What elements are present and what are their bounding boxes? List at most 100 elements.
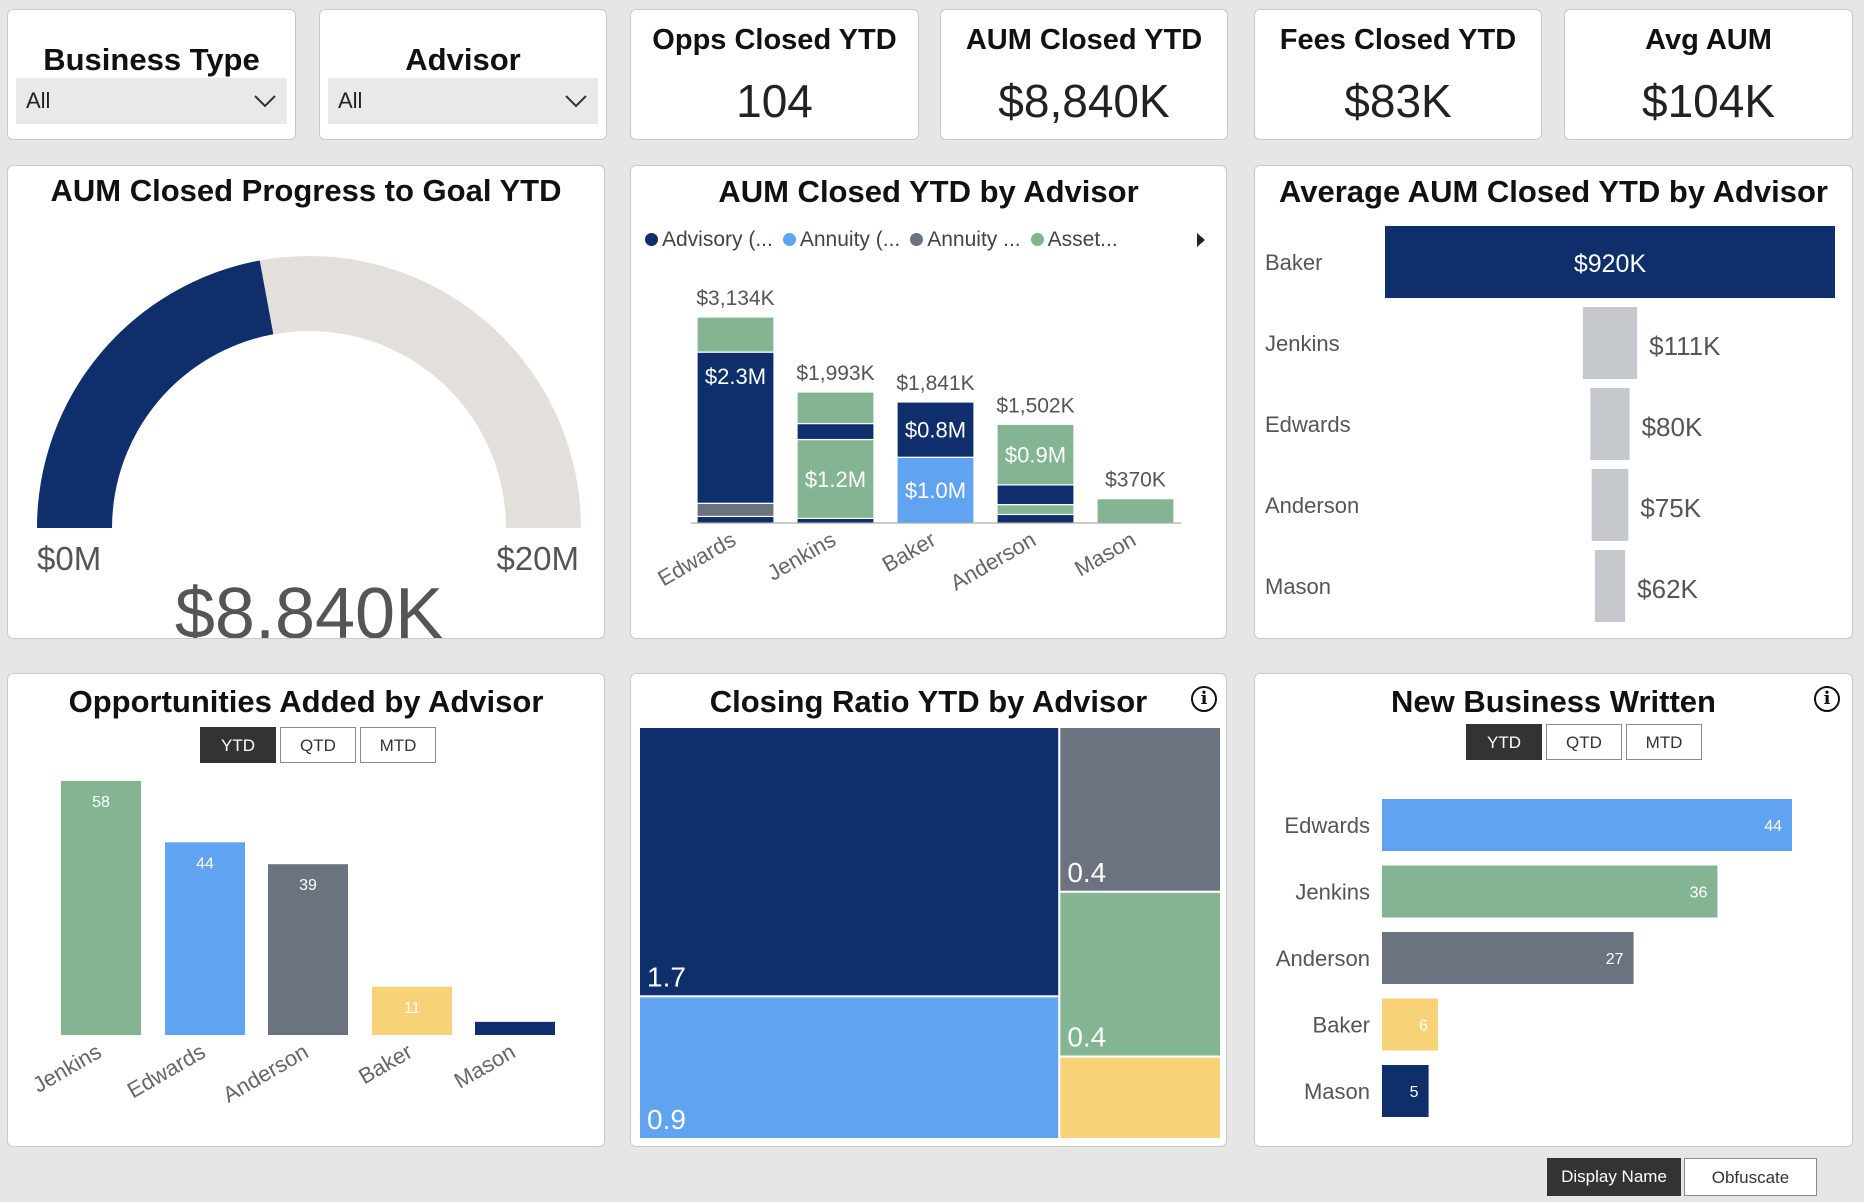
- data-label: 36: [1690, 885, 1708, 902]
- obfuscate-button[interactable]: Obfuscate: [1684, 1158, 1817, 1196]
- bar: [268, 864, 348, 1035]
- tab-mtd[interactable]: MTD: [360, 727, 436, 763]
- opps-added-title: Opportunities Added by Advisor: [68, 684, 544, 719]
- gauge-value-arc: [37, 260, 274, 528]
- category-label: Anderson: [1276, 946, 1370, 971]
- category-label: Baker: [1313, 1013, 1370, 1038]
- bar-segment: [1096, 498, 1175, 524]
- bar-total-label: $3,134K: [696, 287, 774, 310]
- legend-item[interactable]: Annuity (...: [782, 228, 901, 252]
- kpi-opps-closed: Opps Closed YTD 104: [630, 9, 919, 140]
- avg-aum-title: Average AUM Closed YTD by Advisor: [1279, 174, 1828, 209]
- bar-segment: [996, 513, 1075, 524]
- bar-segment: [796, 517, 875, 524]
- category-label: Jenkins: [1295, 880, 1370, 905]
- display-name-button[interactable]: Display Name: [1547, 1158, 1681, 1196]
- legend-label: Asset...: [1047, 228, 1118, 251]
- advisor-dropdown[interactable]: All: [328, 78, 598, 124]
- x-axis-label: Jenkins: [28, 1039, 105, 1098]
- tab-mtd[interactable]: MTD: [1626, 724, 1702, 760]
- data-label: 11: [404, 1000, 421, 1017]
- gauge-chart: $8,840K $0M $20M: [37, 256, 581, 638]
- data-label: 5: [1410, 1084, 1419, 1101]
- tab-ytd[interactable]: YTD: [1466, 724, 1542, 760]
- bar: [165, 842, 245, 1035]
- x-axis-label: Baker: [354, 1039, 416, 1089]
- new-business-card: New Business Written i YTD QTD MTD Edwar…: [1254, 673, 1853, 1147]
- bar-total-label: $370K: [1105, 469, 1166, 492]
- aum-by-advisor-card: AUM Closed YTD by Advisor Advisory (... …: [630, 165, 1227, 639]
- category-label: Mason: [1304, 1079, 1370, 1104]
- tile-label: 1.7: [647, 961, 686, 992]
- bar-total-label: $1,993K: [796, 362, 874, 385]
- closing-ratio-card: Closing Ratio YTD by Advisor i 1.7 0.9 0.4…: [630, 673, 1227, 1147]
- kpi-value: $8,840K: [998, 75, 1170, 127]
- info-icon[interactable]: i: [1191, 686, 1217, 712]
- value-label: $62K: [1637, 574, 1698, 604]
- business-type-dropdown[interactable]: All: [16, 78, 287, 124]
- legend-item[interactable]: Asset...: [1030, 228, 1118, 252]
- legend-dot: [1030, 233, 1044, 246]
- category-label: Jenkins: [1265, 331, 1340, 356]
- x-axis-label: Edwards: [123, 1039, 210, 1103]
- bar-segment: [996, 484, 1075, 506]
- x-axis-label: Mason: [1070, 527, 1140, 582]
- legend-item[interactable]: Annuity ...: [910, 228, 1021, 252]
- funnel-bar: [1385, 226, 1835, 298]
- legend-item[interactable]: Advisory (...: [645, 228, 773, 252]
- bar-segment: [696, 515, 775, 524]
- kpi-title: Opps Closed YTD: [652, 24, 897, 56]
- tab-qtd[interactable]: QTD: [1546, 724, 1622, 760]
- category-label: Anderson: [1265, 493, 1359, 518]
- bar-total-label: $1,841K: [896, 372, 974, 395]
- bar: [1382, 1065, 1429, 1117]
- funnel-bar: [1591, 469, 1629, 541]
- new-business-title: New Business Written: [1390, 684, 1716, 719]
- tab-qtd[interactable]: QTD: [280, 727, 356, 763]
- aum-progress-gauge-card: AUM Closed Progress to Goal YTD $8,840K …: [7, 165, 605, 639]
- gauge-value-label: $8,840K: [175, 574, 443, 638]
- bar-segment: [896, 401, 975, 458]
- x-axis-label: Baker: [878, 527, 940, 577]
- gauge-title: AUM Closed Progress to Goal YTD: [50, 173, 562, 208]
- x-axis-label: Mason: [450, 1039, 520, 1094]
- info-icon[interactable]: i: [1814, 686, 1840, 712]
- bar: [475, 1021, 555, 1035]
- category-label: Edwards: [1284, 813, 1370, 838]
- advisor-slicer: Advisor All: [319, 9, 607, 140]
- kpi-value: $83K: [1344, 75, 1452, 127]
- bar: [1382, 799, 1792, 851]
- category-label: Baker: [1265, 250, 1322, 275]
- category-label: Mason: [1265, 574, 1331, 599]
- x-axis-label: Anderson: [218, 1039, 312, 1108]
- chevron-down-icon: [565, 95, 587, 108]
- new-business-period-tabs: YTD QTD MTD: [1466, 724, 1706, 760]
- aum-by-advisor-title: AUM Closed YTD by Advisor: [718, 174, 1139, 209]
- kpi-value: 104: [736, 75, 813, 127]
- opps-bar-chart: 58 Jenkins 44 Edwards 39 Anderson 11 Baker Mason: [28, 781, 555, 1108]
- kpi-title: Avg AUM: [1645, 24, 1772, 56]
- bar: [372, 986, 452, 1035]
- bar-total-label: $1,502K: [996, 394, 1074, 417]
- kpi-avg-aum: Avg AUM $104K: [1564, 9, 1853, 140]
- legend-label: Advisory (...: [662, 228, 773, 251]
- business-type-value: All: [26, 88, 51, 113]
- bar: [1382, 932, 1634, 984]
- data-label: 39: [299, 877, 317, 894]
- opps-added-card: Opportunities Added by Advisor YTD QTD M…: [7, 673, 605, 1147]
- avg-aum-funnel-chart: Baker $920K Jenkins $111K Edwards $80K Anderso…: [1265, 226, 1835, 622]
- treemap-tile: [1058, 726, 1223, 893]
- legend-next-icon[interactable]: [1195, 232, 1207, 248]
- new-business-bar-chart: Edwards 44 Jenkins 36 Anderson 27 Baker 6 Mason 5: [1276, 799, 1792, 1117]
- kpi-aum-closed: AUM Closed YTD $8,840K: [940, 9, 1228, 140]
- data-label: 27: [1606, 951, 1624, 968]
- x-axis-label: Anderson: [946, 527, 1040, 596]
- legend-label: Annuity (...: [799, 228, 901, 251]
- tab-ytd[interactable]: YTD: [200, 727, 276, 763]
- tile-label: 0.4: [1067, 857, 1106, 888]
- legend-label: Annuity ...: [927, 228, 1021, 251]
- legend-dot: [910, 233, 924, 246]
- kpi-title: Fees Closed YTD: [1279, 24, 1517, 56]
- bar: [1382, 865, 1718, 918]
- segment-label: $0.8M: [905, 418, 966, 443]
